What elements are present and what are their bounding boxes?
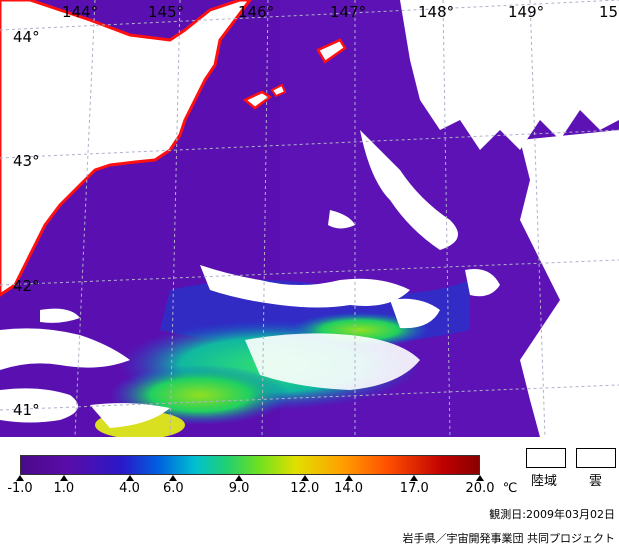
colorbar-tick-label: 6.0 (162, 481, 184, 496)
colorbar-tick-mark (169, 475, 178, 481)
island-2 (316, 38, 347, 64)
colorbar-tick-mark (235, 475, 244, 481)
colorbar-tick-mark (125, 475, 134, 481)
cloud-legend-label: 雲 (589, 474, 603, 489)
temperature-colorbar (20, 455, 480, 475)
colorbar-unit: ℃ (502, 481, 518, 496)
island-1 (242, 90, 273, 110)
colorbar-tick-label: 1.0 (53, 481, 75, 496)
colorbar-tick-mark (59, 475, 68, 481)
sst-map (0, 0, 619, 437)
colorbar-tick-mark (300, 475, 309, 481)
lon-label-146: 146° (238, 3, 275, 21)
lat-label-43: 43° (13, 152, 40, 170)
colorbar-tick-mark (410, 475, 419, 481)
clouds (0, 0, 619, 437)
colorbar-tick-label: 4.0 (119, 481, 140, 496)
island-3 (270, 83, 287, 98)
colorbar-tick-label: 14.0 (334, 481, 364, 496)
lon-label-150: 15 (599, 3, 619, 21)
lon-label-148: 148° (418, 3, 455, 21)
lat-label-41: 41° (13, 401, 40, 419)
hokkaido-land (0, 0, 252, 297)
colorbar-tick-label: 17.0 (399, 481, 429, 496)
land-legend-label: 陸域 (531, 474, 558, 489)
lat-label-42: 42° (13, 277, 40, 295)
colorbar-tick-label: 12.0 (290, 481, 320, 496)
credit-text: 岩手県／宇宙開発事業団 共同プロジェクト (402, 532, 616, 545)
land-legend-box (526, 448, 566, 468)
colorbar-tick-label: 20.0 (465, 481, 495, 496)
colorbar-tick-label: -1.0 (7, 481, 33, 496)
cloud-legend-box (576, 448, 616, 468)
lon-label-149: 149° (508, 3, 545, 21)
lat-label-44: 44° (13, 28, 40, 46)
graticule (0, 0, 619, 437)
lon-label-147: 147° (330, 3, 367, 21)
colorbar-tick-label: 9.0 (228, 481, 250, 496)
colorbar-tick-mark (16, 475, 24, 481)
colorbar-tick-mark (476, 475, 484, 481)
colorbar-tick-mark (344, 475, 353, 481)
lon-label-144: 144° (62, 3, 99, 21)
lon-label-145: 145° (148, 3, 185, 21)
observation-date: 観測日:2009年03月02日 (489, 508, 615, 521)
